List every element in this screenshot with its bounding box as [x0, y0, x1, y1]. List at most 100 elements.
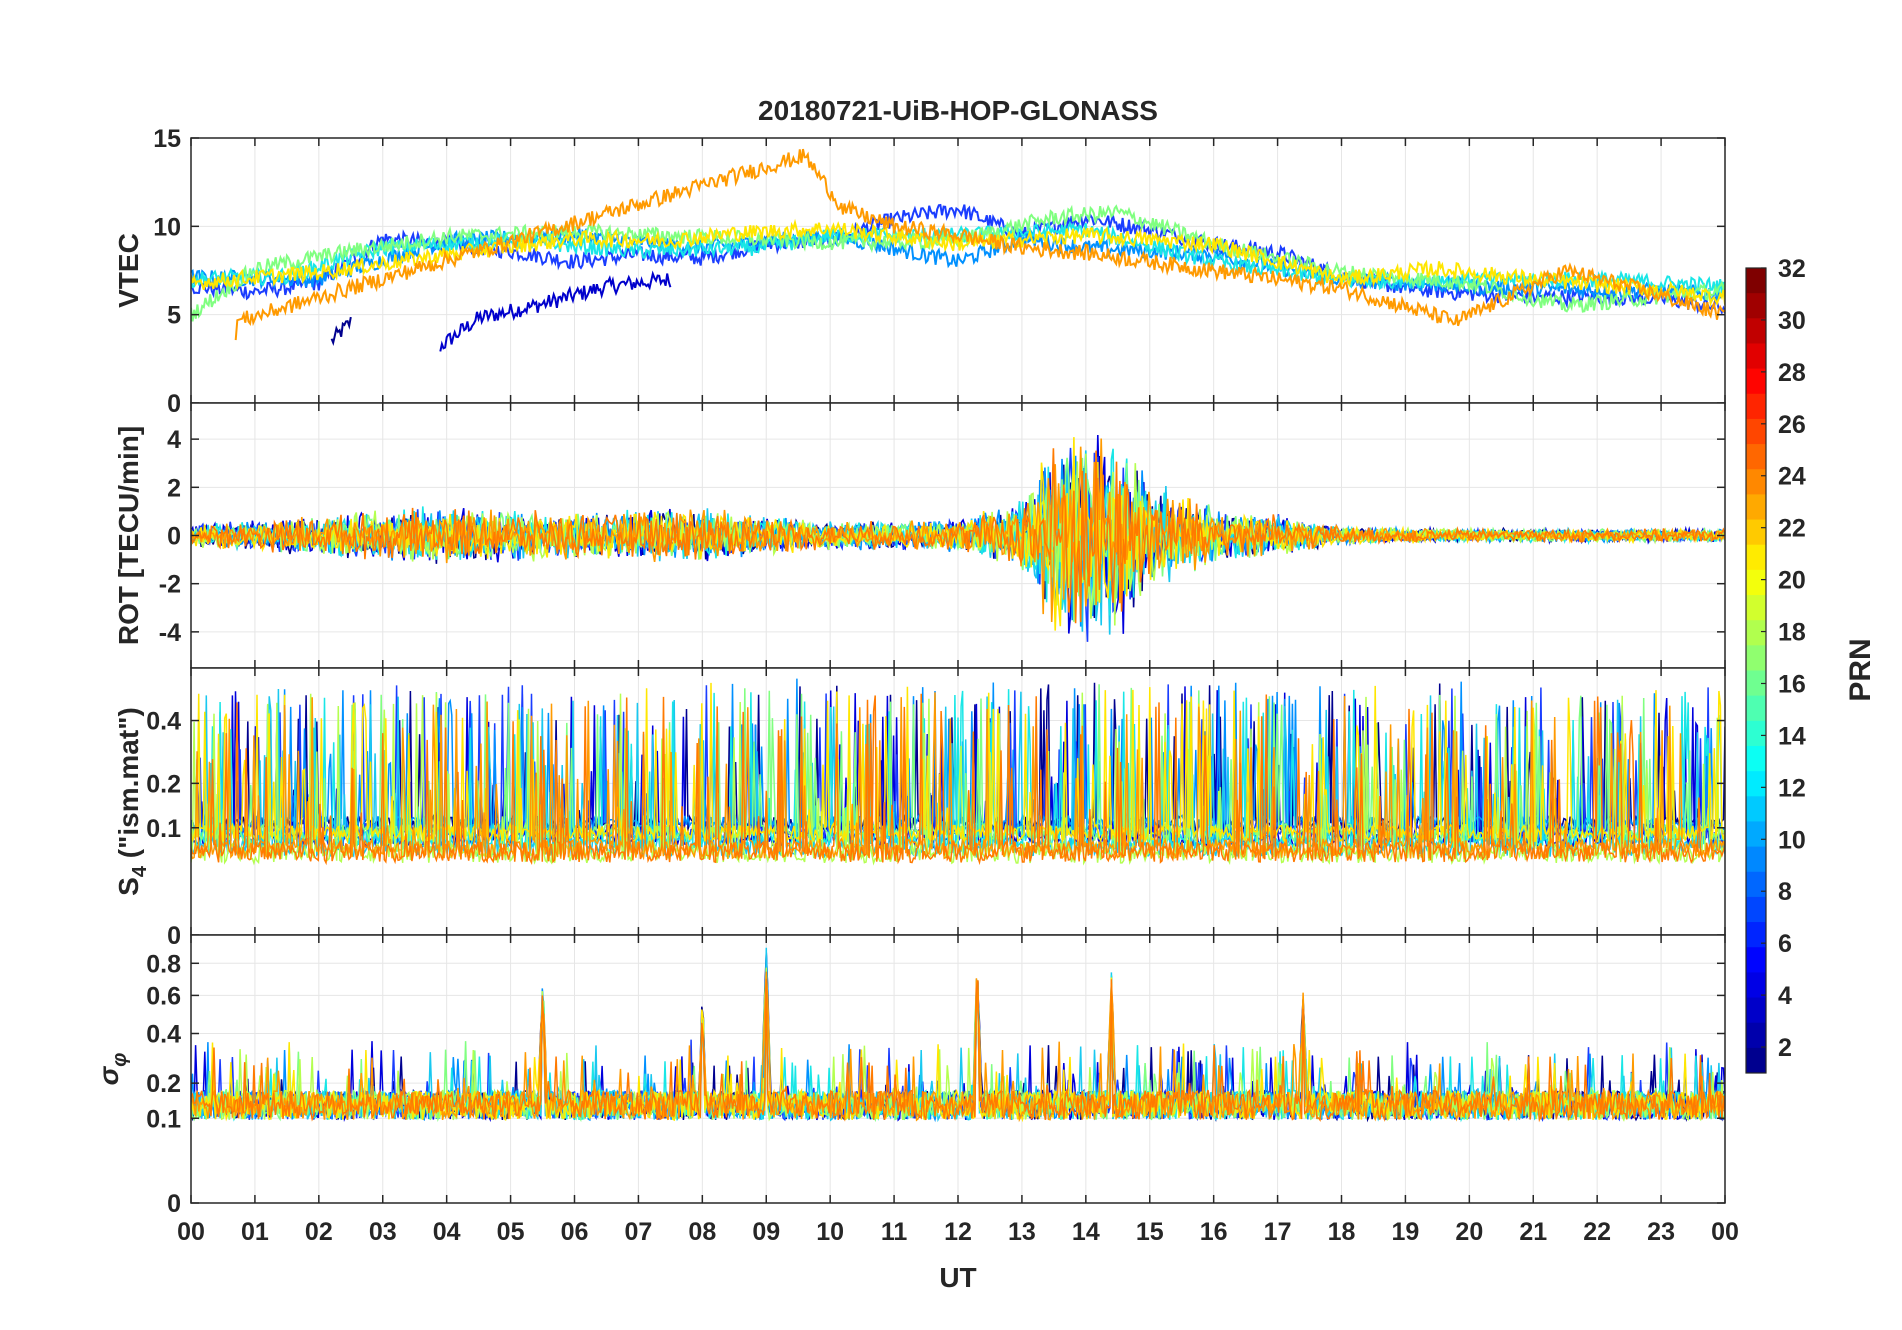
- y-axis-label: VTEC: [113, 233, 144, 308]
- y-axis-label: σφ: [93, 1053, 131, 1086]
- y-tick-label: 10: [153, 213, 181, 241]
- x-tick-label: 00: [177, 1218, 205, 1246]
- colorbar-band: [1746, 670, 1766, 697]
- x-tick-label: 18: [1328, 1218, 1356, 1246]
- x-axis-label: UT: [939, 1262, 976, 1293]
- x-tick-label: 09: [752, 1218, 780, 1246]
- x-tick-label: 21: [1519, 1218, 1547, 1246]
- colorbar-tick-label: 2: [1778, 1034, 1792, 1062]
- colorbar-tick-label: 6: [1778, 930, 1792, 958]
- x-tick-label: 08: [688, 1218, 716, 1246]
- colorbar-band: [1746, 871, 1766, 898]
- chart-title: 20180721-UiB-HOP-GLONASS: [758, 95, 1158, 126]
- y-tick-label: 15: [153, 125, 181, 153]
- colorbar-band: [1746, 972, 1766, 999]
- y-tick-label: 2: [167, 474, 181, 502]
- y-tick-label: 0.4: [146, 1021, 181, 1049]
- colorbar-band: [1746, 645, 1766, 671]
- y-tick-label: 0: [167, 922, 181, 950]
- vtec-series-prn-13: [191, 220, 1725, 295]
- x-tick-label: 20: [1455, 1218, 1483, 1246]
- colorbar-tick-label: 26: [1778, 411, 1806, 439]
- colorbar-band: [1746, 393, 1766, 420]
- y-tick-label: 0.6: [146, 982, 181, 1010]
- colorbar-tick-label: 30: [1778, 307, 1806, 335]
- colorbar-band: [1746, 293, 1766, 319]
- x-tick-label: 15: [1136, 1218, 1164, 1246]
- colorbar-tick-label: 20: [1778, 567, 1806, 595]
- colorbar-band: [1746, 1047, 1766, 1074]
- x-tick-label: 19: [1392, 1218, 1420, 1246]
- rot-series-10: [191, 448, 1725, 624]
- x-tick-label: 10: [816, 1218, 844, 1246]
- x-tick-label: 06: [561, 1218, 589, 1246]
- colorbar-label: PRN: [1844, 638, 1877, 701]
- x-tick-label: 02: [305, 1218, 333, 1246]
- y-tick-label: 0.2: [146, 770, 181, 798]
- panel-rot: -4 -2 0 2 4 ROT [TECU/min]: [113, 402, 1726, 669]
- colorbar-tick-label: 14: [1778, 722, 1806, 750]
- y-tick-label: -2: [159, 571, 181, 599]
- x-tick-label: 14: [1072, 1218, 1100, 1246]
- vtec-series-prn-3: [439, 270, 672, 352]
- s4-series-10: [191, 693, 1725, 866]
- y-axis-label: ROT [TECU/min]: [113, 426, 144, 645]
- colorbar-band: [1746, 469, 1766, 495]
- colorbar-band: [1746, 268, 1766, 294]
- colorbar-band: [1746, 1022, 1766, 1049]
- x-tick-label: 22: [1583, 1218, 1611, 1246]
- y-tick-label: 0: [167, 523, 181, 551]
- colorbar-band: [1746, 771, 1766, 797]
- colorbar-band: [1746, 896, 1766, 923]
- y-tick-label: 0: [167, 1190, 181, 1218]
- sigma-series-10: [191, 978, 1725, 1123]
- x-tick-label: 16: [1200, 1218, 1228, 1246]
- colorbar-tick-label: 12: [1778, 774, 1806, 802]
- colorbar-band: [1746, 620, 1766, 646]
- colorbar-band: [1746, 569, 1766, 596]
- sigma-series-6: [191, 971, 1725, 1123]
- sigma-series-9: [191, 971, 1725, 1123]
- x-tick-label: 04: [433, 1218, 461, 1246]
- panel-sigma-phi: 0 0.1 0.2 0.4 0.6 0.8 σφ: [93, 934, 1726, 1218]
- colorbar-tick-label: 28: [1778, 359, 1806, 387]
- y-tick-label: 4: [167, 426, 181, 454]
- colorbar-tick-label: 24: [1778, 463, 1806, 491]
- colorbar-band: [1746, 368, 1766, 395]
- colorbar-band: [1746, 343, 1766, 370]
- x-axis: 00 01 02 03 04 05 06 07 08 09 10 11 12 13 14 15 16 17 18 19…: [177, 1218, 1739, 1246]
- vtec-series-prn-23: [234, 148, 1725, 341]
- panel-vtec: 0 5 10 15 VTEC: [113, 125, 1726, 418]
- colorbar-band: [1746, 519, 1766, 546]
- x-tick-label: 23: [1647, 1218, 1675, 1246]
- colorbar-tick-label: 32: [1778, 255, 1806, 283]
- y-tick-label: 0: [167, 390, 181, 418]
- x-tick-label: 13: [1008, 1218, 1036, 1246]
- colorbar-tick-label: 18: [1778, 619, 1806, 647]
- colorbar-tick-label: 22: [1778, 515, 1806, 543]
- colorbar-tick-label: 10: [1778, 826, 1806, 854]
- y-tick-label: 0.4: [146, 708, 181, 736]
- vtec-series-prn-2: [330, 316, 352, 347]
- y-tick-label: 0.8: [146, 950, 181, 978]
- y-tick-label: 5: [167, 302, 181, 330]
- x-tick-label: 05: [497, 1218, 525, 1246]
- x-tick-label: 17: [1264, 1218, 1292, 1246]
- colorbar-band: [1746, 418, 1766, 445]
- colorbar-band: [1746, 695, 1766, 722]
- x-tick-label: 12: [944, 1218, 972, 1246]
- colorbar-band: [1746, 846, 1766, 873]
- colorbar-band: [1746, 947, 1766, 973]
- y-tick-label: 0.2: [146, 1070, 181, 1098]
- colorbar-band: [1746, 745, 1766, 772]
- colorbar-frame: [1745, 267, 1767, 1074]
- y-axis-label: S4 ("ism.mat"): [113, 707, 151, 896]
- colorbar-band: [1746, 922, 1766, 948]
- x-tick-label: 00: [1711, 1218, 1739, 1246]
- colorbar-band: [1746, 494, 1766, 521]
- x-tick-label: 03: [369, 1218, 397, 1246]
- colorbar-tick-label: 8: [1778, 878, 1792, 906]
- x-tick-label: 11: [881, 1218, 908, 1246]
